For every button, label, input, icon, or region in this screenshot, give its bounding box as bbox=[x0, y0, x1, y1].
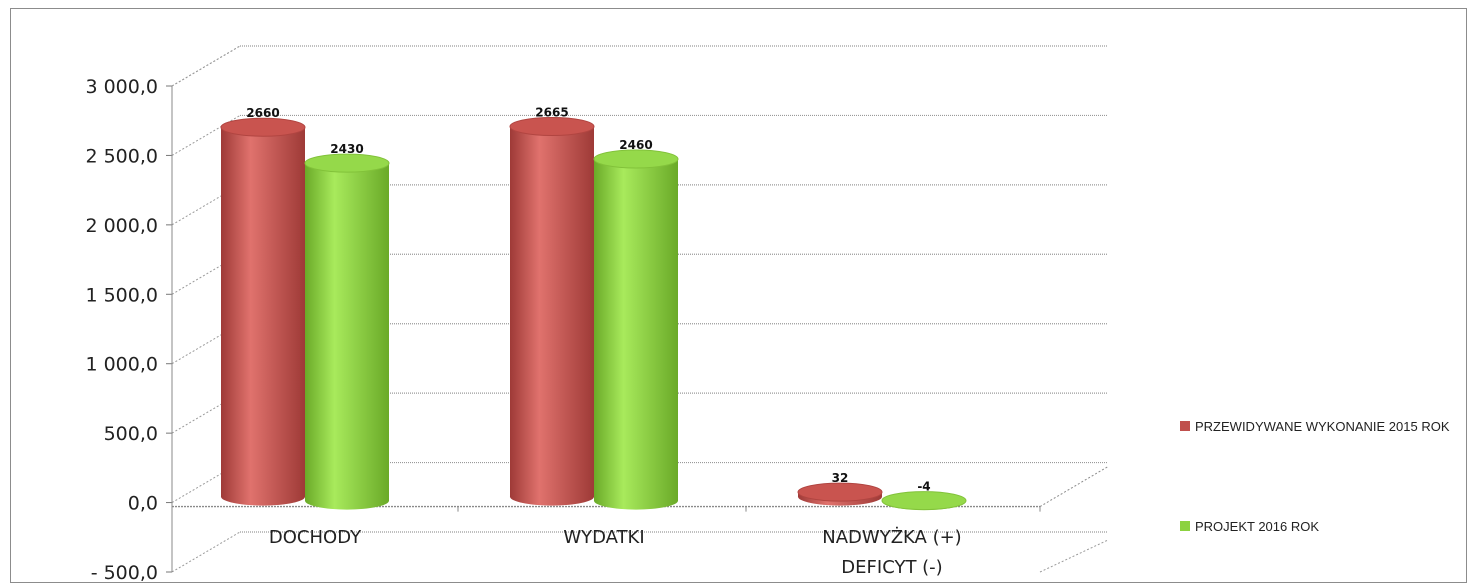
bar-body bbox=[510, 126, 594, 497]
legend-item-2016: PROJEKT 2016 ROK bbox=[1180, 518, 1455, 535]
bar-body bbox=[305, 163, 389, 501]
bar-top bbox=[304, 153, 390, 173]
ytick-label: 500,0 bbox=[104, 423, 158, 445]
gridline-depth bbox=[171, 45, 241, 87]
bar-2016-2: -4 bbox=[881, 480, 967, 511]
legend-swatch-2016 bbox=[1180, 521, 1190, 531]
ytick-label: 0,0 bbox=[128, 493, 158, 515]
bar-base bbox=[305, 491, 389, 510]
bar-body bbox=[594, 158, 678, 501]
bar-body bbox=[221, 127, 305, 497]
bar-top bbox=[797, 482, 883, 502]
legend-label-2015: PRZEWIDYWANE WYKONANIE 2015 ROK bbox=[1195, 419, 1450, 434]
data-label: 2460 bbox=[619, 138, 652, 152]
ytick-label: 3 000,0 bbox=[85, 76, 158, 98]
data-label: 2430 bbox=[330, 142, 363, 156]
legend-item-2015: PRZEWIDYWANE WYKONANIE 2015 ROK bbox=[1180, 418, 1455, 435]
category-label: WYDATKI bbox=[563, 527, 644, 548]
bar-top bbox=[509, 117, 595, 137]
data-label: 32 bbox=[832, 471, 849, 485]
bar-top bbox=[881, 491, 967, 511]
y-axis-ticks: - 500,0 0,0 500,0 1 000,0 1 500,0 2 000,0 2 50… bbox=[85, 76, 158, 584]
bars: 2660 2430 2665 2460 32 -4 bbox=[220, 106, 967, 511]
bar-base bbox=[221, 487, 305, 506]
bar-2015-1: 2665 bbox=[509, 106, 595, 506]
category-label: NADWYŻKA (+) bbox=[822, 527, 961, 548]
data-label: 2665 bbox=[535, 106, 568, 120]
floor-side-edge bbox=[1039, 466, 1109, 508]
bar-top bbox=[593, 149, 679, 169]
data-label: -4 bbox=[917, 480, 930, 494]
ytick-label: - 500,0 bbox=[91, 562, 158, 584]
bar-base bbox=[594, 491, 678, 510]
category-label: DEFICYT (-) bbox=[841, 557, 942, 578]
gridline-depth bbox=[171, 531, 241, 573]
bar-top bbox=[220, 117, 306, 137]
bar-2016-1: 2460 bbox=[593, 138, 679, 510]
ytick-label: 2 500,0 bbox=[85, 145, 158, 167]
x-axis-categories: DOCHODY WYDATKI NADWYŻKA (+) DEFICYT (-) bbox=[269, 527, 962, 578]
legend-label-2016: PROJEKT 2016 ROK bbox=[1195, 519, 1320, 534]
legend-swatch-2015 bbox=[1180, 421, 1190, 431]
floor-depth-bottom bbox=[1039, 539, 1109, 573]
bar-2015-2: 32 bbox=[797, 471, 883, 506]
bar-2015-0: 2660 bbox=[220, 106, 306, 506]
ytick-label: 1 000,0 bbox=[85, 354, 158, 376]
data-label: 2660 bbox=[246, 106, 279, 120]
ytick-label: 1 500,0 bbox=[85, 284, 158, 306]
ytick-label: 2 000,0 bbox=[85, 215, 158, 237]
bar-2016-0: 2430 bbox=[304, 142, 390, 510]
bar-base bbox=[510, 487, 594, 506]
category-label: DOCHODY bbox=[269, 527, 362, 548]
